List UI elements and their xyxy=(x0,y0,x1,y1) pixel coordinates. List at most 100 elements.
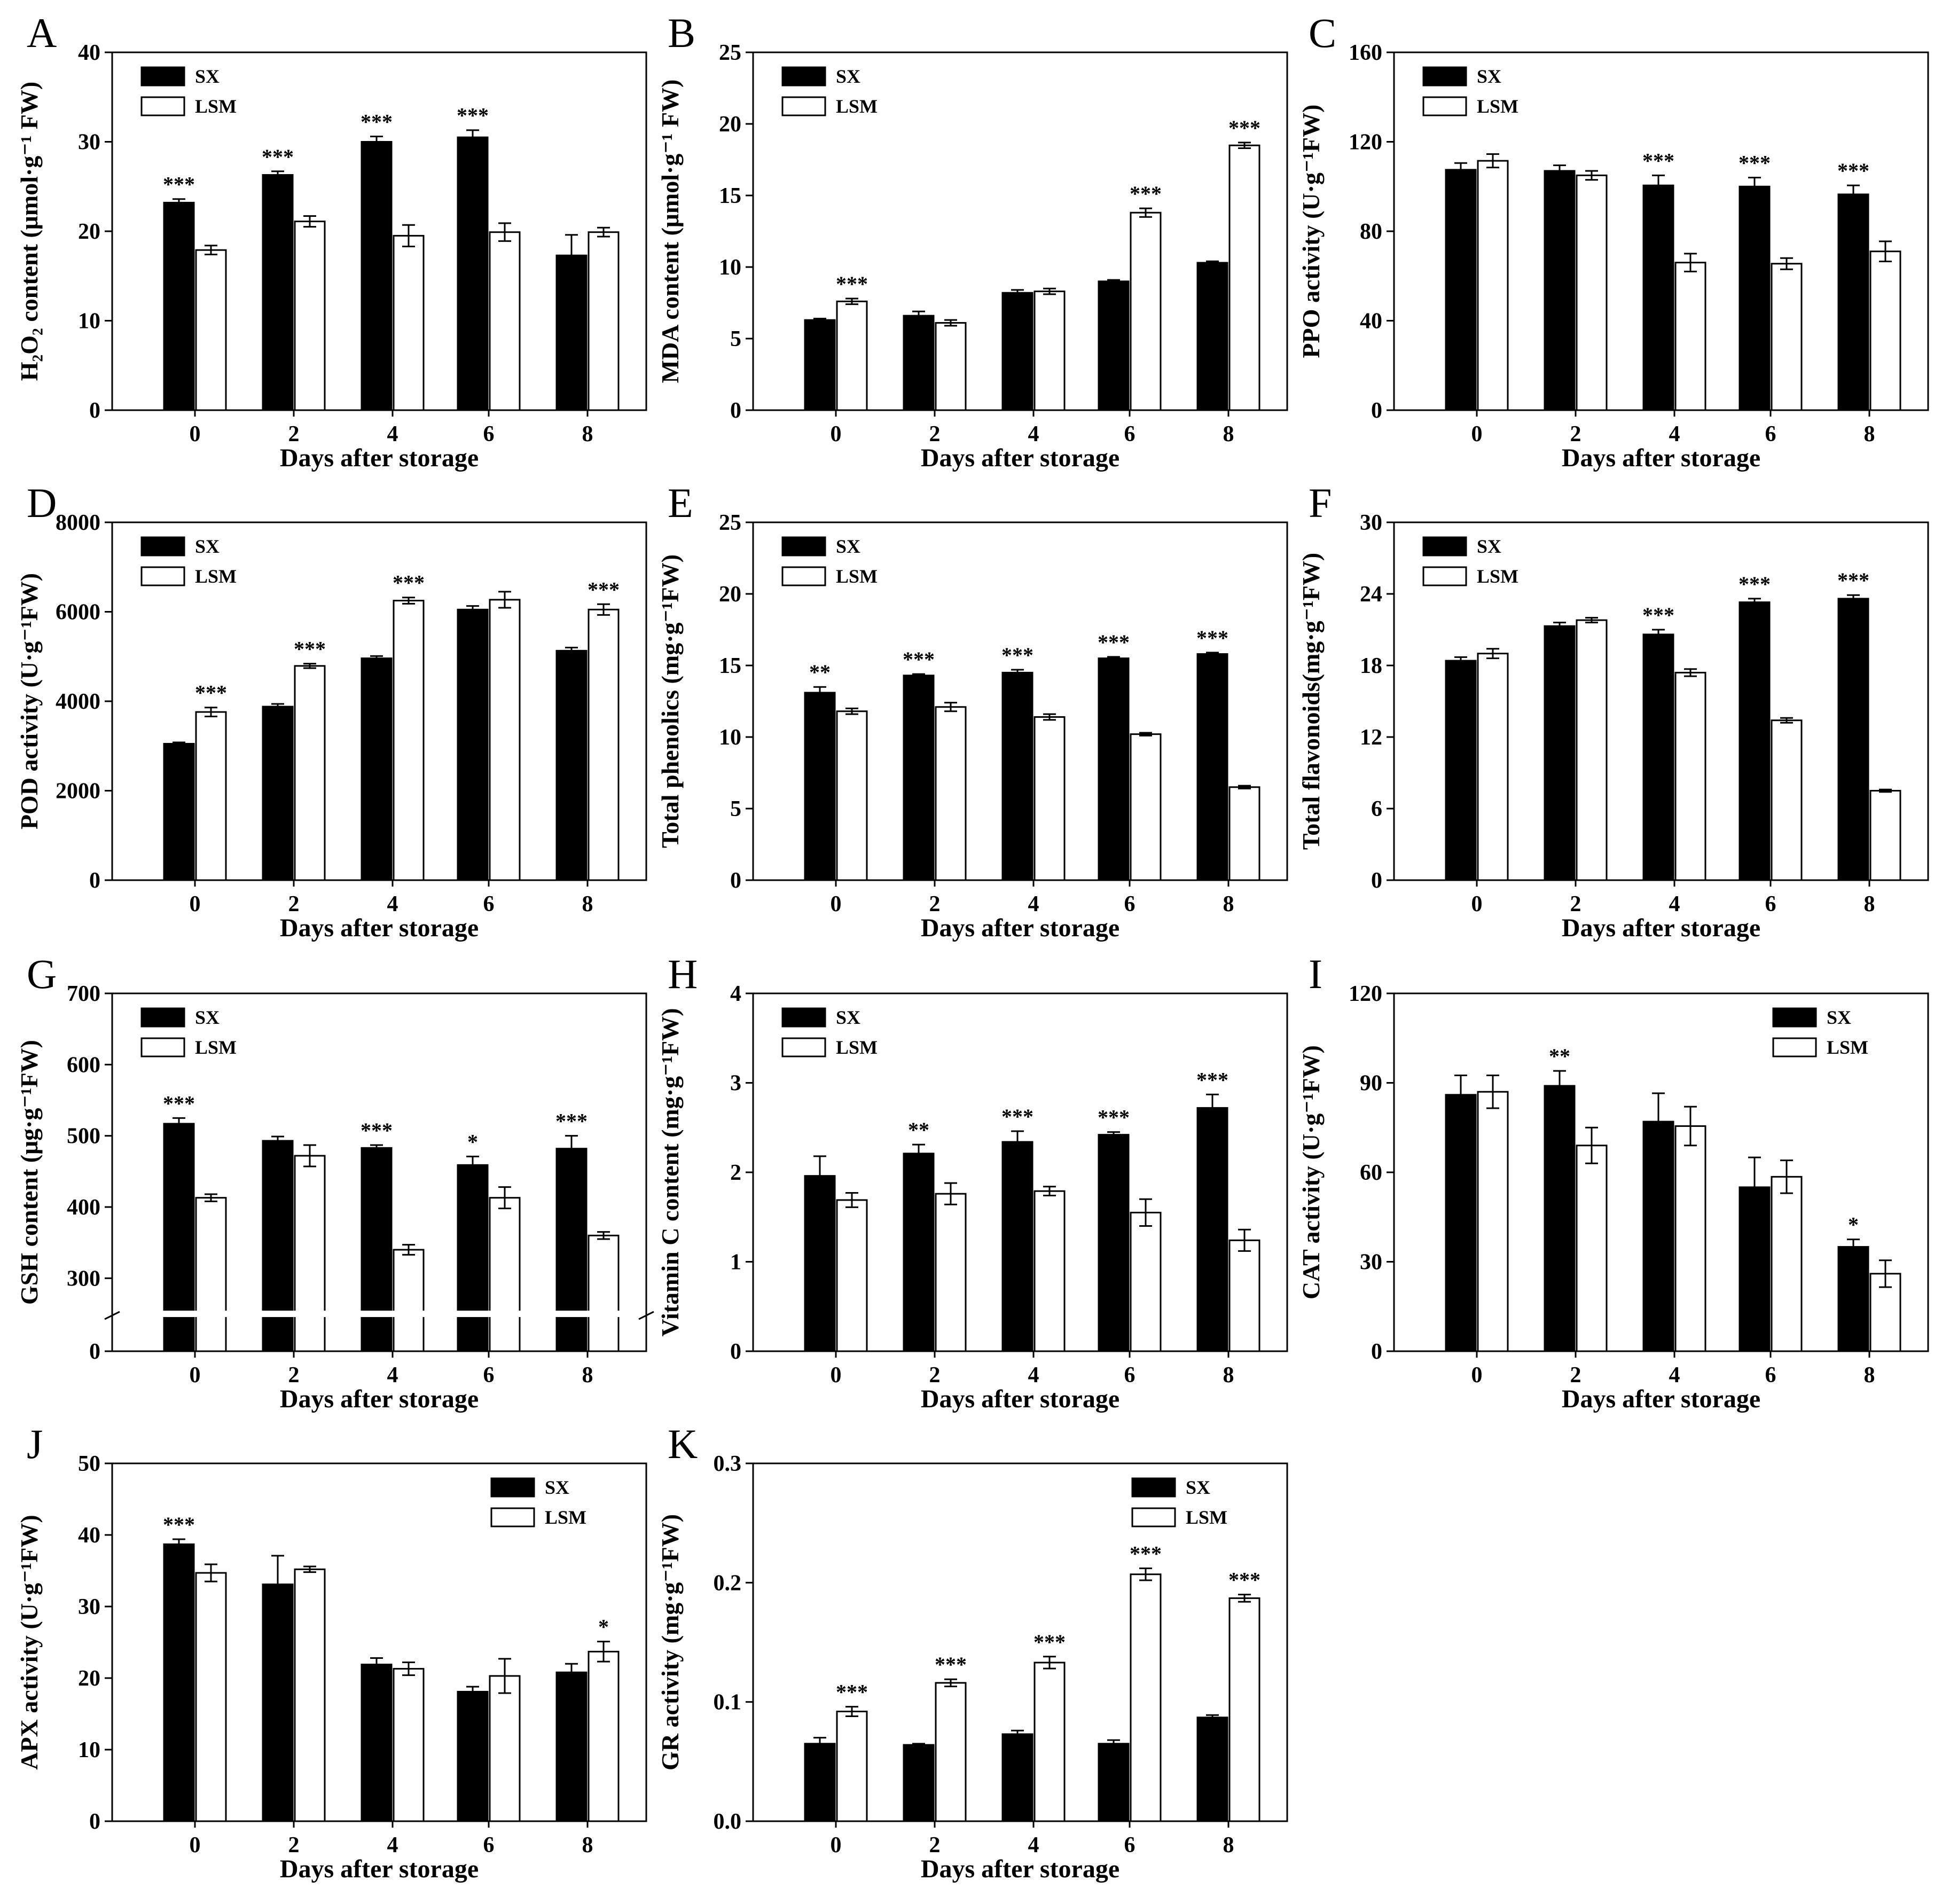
bar-i-lsm-2 xyxy=(1576,1145,1608,1352)
error-bar-b-sx-6 xyxy=(1107,279,1120,284)
error-bar-d-lsm-2 xyxy=(303,663,316,669)
x-tick-label-a-3: 6 xyxy=(483,422,495,446)
panel-letter-h: H xyxy=(668,951,698,997)
error-bar-g-sx-0 xyxy=(173,1117,185,1131)
significance-label-e-0: ** xyxy=(809,660,831,684)
error-bar-h-sx-8 xyxy=(1206,1093,1219,1123)
y-axis-label-b: MDA content (μmol·g⁻¹ FW) xyxy=(656,80,684,383)
bar-h-lsm-4 xyxy=(1033,1190,1066,1352)
x-tick-label-f-4: 8 xyxy=(1864,892,1875,916)
x-tick-label-c-1: 2 xyxy=(1570,422,1581,446)
significance-label-d-3: *** xyxy=(588,577,620,601)
x-tick-label-g-2: 4 xyxy=(387,1363,398,1388)
legend-label-j-sx: SX xyxy=(545,1477,569,1498)
panel-letter-b: B xyxy=(668,10,695,56)
x-tick-label-d-0: 0 xyxy=(190,892,201,916)
legend-label-d-sx: SX xyxy=(195,536,220,557)
bar-b-lsm-6 xyxy=(1130,211,1162,411)
y-tick-label-g-2: 400 xyxy=(67,1195,100,1220)
y-tick-label-b-4: 20 xyxy=(719,112,741,137)
x-tick-label-a-0: 0 xyxy=(190,422,201,446)
significance-label-j-0: *** xyxy=(163,1513,195,1537)
error-bar-b-sx-4 xyxy=(1011,289,1024,297)
bar-j-lsm-2 xyxy=(294,1568,326,1822)
bar-j-sx-8 xyxy=(555,1671,588,1822)
error-bar-g-sx-8 xyxy=(565,1135,578,1163)
x-tick-label-i-3: 6 xyxy=(1765,1363,1776,1388)
y-tick-label-a-4: 40 xyxy=(78,41,100,65)
error-bar-a-sx-2 xyxy=(271,170,284,179)
bar-e-lsm-6 xyxy=(1130,733,1162,881)
significance-label-c-2: *** xyxy=(1837,159,1869,183)
error-bar-h-sx-2 xyxy=(912,1143,925,1164)
x-tick-label-a-1: 2 xyxy=(288,422,300,446)
x-tick-label-j-4: 8 xyxy=(582,1833,593,1858)
legend-label-e-sx: SX xyxy=(836,536,860,557)
y-tick-label-f-4: 24 xyxy=(1360,582,1382,607)
y-tick-label-k-3: 0.3 xyxy=(714,1452,742,1476)
bar-c-lsm-4 xyxy=(1674,262,1706,411)
bar-d-lsm-2 xyxy=(294,665,326,881)
panel-letter-a: A xyxy=(27,10,57,56)
bar-f-lsm-4 xyxy=(1674,671,1706,881)
bar-e-lsm-2 xyxy=(935,706,967,881)
y-tick-label-g-0: 0 xyxy=(89,1339,100,1364)
y-tick-label-i-0: 0 xyxy=(1371,1339,1382,1364)
bar-k-lsm-8 xyxy=(1228,1597,1260,1822)
bar-k-lsm-2 xyxy=(935,1682,967,1822)
x-tick-label-f-2: 4 xyxy=(1669,892,1680,916)
error-bar-d-lsm-0 xyxy=(205,707,217,717)
error-bar-g-lsm-4 xyxy=(402,1244,415,1256)
panel-letter-k: K xyxy=(668,1421,698,1467)
error-bar-a-sx-8 xyxy=(565,234,578,277)
significance-label-a-1: *** xyxy=(262,145,294,169)
error-bar-h-lsm-6 xyxy=(1139,1198,1152,1227)
y-tick-label-j-2: 20 xyxy=(78,1666,100,1691)
significance-label-a-0: *** xyxy=(163,173,195,197)
x-axis-title-b: Days after storage xyxy=(921,444,1119,472)
panel-letter-e: E xyxy=(668,480,693,526)
x-tick-label-a-2: 4 xyxy=(387,422,398,446)
legend-label-h-sx: SX xyxy=(836,1007,860,1028)
x-tick-label-j-2: 4 xyxy=(387,1833,398,1858)
significance-label-f-0: *** xyxy=(1642,603,1674,627)
y-axis-label-d: POD activity (U·g⁻¹FW) xyxy=(15,573,43,829)
x-tick-label-j-1: 2 xyxy=(288,1833,300,1858)
error-bar-a-sx-4 xyxy=(370,135,383,148)
panel-c: C 0 40 80 120 160 PPO activity (U·g⁻¹FW) 0 2 4 6 8 D… xyxy=(1297,10,1929,472)
x-tick-label-h-0: 0 xyxy=(831,1363,842,1388)
bar-d-lsm-8 xyxy=(588,608,620,881)
panel-i: I 0 30 60 90 120 CAT activity (U·g⁻¹FW) 0 2 4 6 8 Da… xyxy=(1297,951,1929,1413)
y-tick-label-a-0: 0 xyxy=(89,398,100,423)
bar-c-lsm-0 xyxy=(1477,160,1509,411)
y-tick-label-k-1: 0.1 xyxy=(714,1690,742,1715)
bar-e-sx-8 xyxy=(1196,653,1228,881)
error-bar-g-lsm-0 xyxy=(205,1193,217,1202)
bar-d-sx-4 xyxy=(361,657,393,881)
error-bar-c-lsm-4 xyxy=(1684,253,1697,272)
panel-h: H 0 1 2 3 4 Vitamin C content (mg·g⁻¹FW) 0 2 4 6 8 D… xyxy=(656,951,1288,1413)
bar-d-sx-2 xyxy=(262,706,294,881)
legend-label-i-sx: SX xyxy=(1827,1007,1851,1028)
y-tick-label-h-4: 4 xyxy=(730,982,741,1006)
y-tick-label-c-0: 0 xyxy=(1371,398,1382,423)
significance-label-k-3: *** xyxy=(1130,1542,1162,1566)
error-bar-b-lsm-6 xyxy=(1139,207,1152,218)
error-bar-k-lsm-6 xyxy=(1139,1568,1152,1581)
bar-k-lsm-6 xyxy=(1130,1573,1162,1822)
panel-d: D 0 2000 4000 6000 8000 POD activity (U·g⁻¹FW)… xyxy=(15,480,647,942)
legend-label-h-lsm: LSM xyxy=(836,1037,878,1058)
error-bar-c-sx-2 xyxy=(1553,164,1566,177)
x-tick-label-a-4: 8 xyxy=(582,422,593,446)
error-bar-j-sx-4 xyxy=(370,1657,383,1672)
error-bar-e-sx-2 xyxy=(912,673,925,678)
bar-k-lsm-0 xyxy=(836,1711,868,1822)
bar-d-lsm-0 xyxy=(195,711,227,881)
bar-k-lsm-4 xyxy=(1033,1662,1066,1822)
x-tick-label-j-0: 0 xyxy=(190,1833,201,1858)
bar-b-sx-0 xyxy=(804,319,836,411)
x-tick-label-b-0: 0 xyxy=(831,422,842,446)
legend-label-b-sx: SX xyxy=(836,66,860,87)
